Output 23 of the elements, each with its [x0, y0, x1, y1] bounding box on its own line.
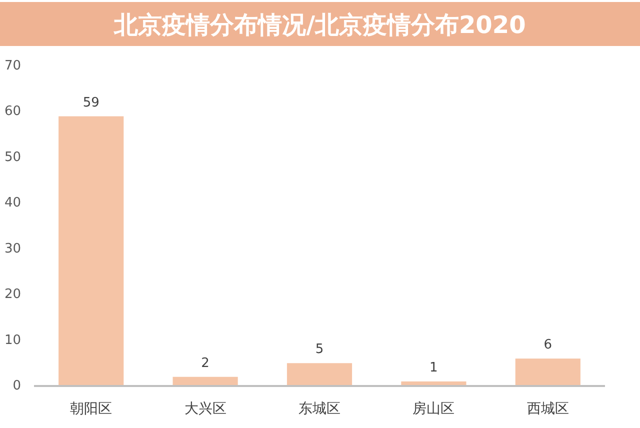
x-tick-label: 东城区: [298, 401, 340, 417]
y-tick-label: 30: [4, 241, 21, 256]
title: 北京疫情分布情况/北京疫情分布2020: [0, 2, 640, 46]
chart-title: 北京疫情分布情况/北京疫情分布2020: [113, 11, 526, 39]
data-label: 5: [315, 342, 324, 358]
y-tick-label: 10: [4, 332, 21, 348]
data-label: 2: [201, 356, 210, 371]
data-label: 1: [430, 360, 438, 376]
bar: [515, 358, 580, 386]
x-tick-label: 大兴区: [184, 401, 226, 417]
x-tick-label: 朝阳区: [70, 401, 112, 417]
x-tick-label: 房山区: [412, 401, 455, 417]
y-tick-label: 20: [4, 287, 21, 302]
x-tick-label: 西城区: [526, 401, 569, 417]
bar: [58, 116, 124, 386]
data-label: 59: [82, 95, 100, 110]
y-tick-label: 60: [4, 104, 21, 120]
y-tick-label: 50: [4, 150, 21, 165]
y-tick-label: 0: [12, 378, 21, 394]
bar: [286, 363, 352, 386]
y-tick-label: 70: [4, 58, 21, 74]
y-tick-label: 40: [4, 196, 21, 211]
data-label: 6: [544, 338, 552, 353]
